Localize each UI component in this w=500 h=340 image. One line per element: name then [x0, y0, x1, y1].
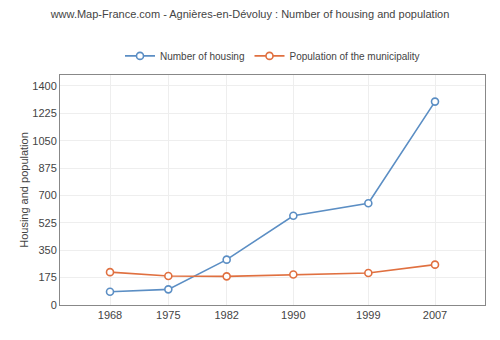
svg-text:1982: 1982 [214, 309, 238, 321]
svg-text:525: 525 [38, 217, 56, 229]
svg-text:1400: 1400 [32, 80, 56, 92]
svg-text:875: 875 [38, 162, 56, 174]
svg-text:350: 350 [38, 244, 56, 256]
svg-text:Housing and population: Housing and population [18, 132, 30, 248]
svg-text:Population of the municipality: Population of the municipality [290, 51, 420, 62]
svg-text:700: 700 [38, 189, 56, 201]
svg-text:2007: 2007 [423, 309, 447, 321]
svg-text:www.Map-France.com - Agnières-: www.Map-France.com - Agnières-en-Dévoluy… [50, 8, 450, 20]
svg-text:1999: 1999 [356, 309, 380, 321]
svg-text:175: 175 [38, 271, 56, 283]
svg-text:1968: 1968 [98, 309, 122, 321]
svg-text:1050: 1050 [32, 135, 56, 147]
svg-text:1990: 1990 [281, 309, 305, 321]
svg-text:1975: 1975 [156, 309, 180, 321]
svg-text:0: 0 [51, 299, 57, 311]
svg-text:1225: 1225 [32, 107, 56, 119]
svg-text:Number of housing: Number of housing [160, 51, 245, 62]
